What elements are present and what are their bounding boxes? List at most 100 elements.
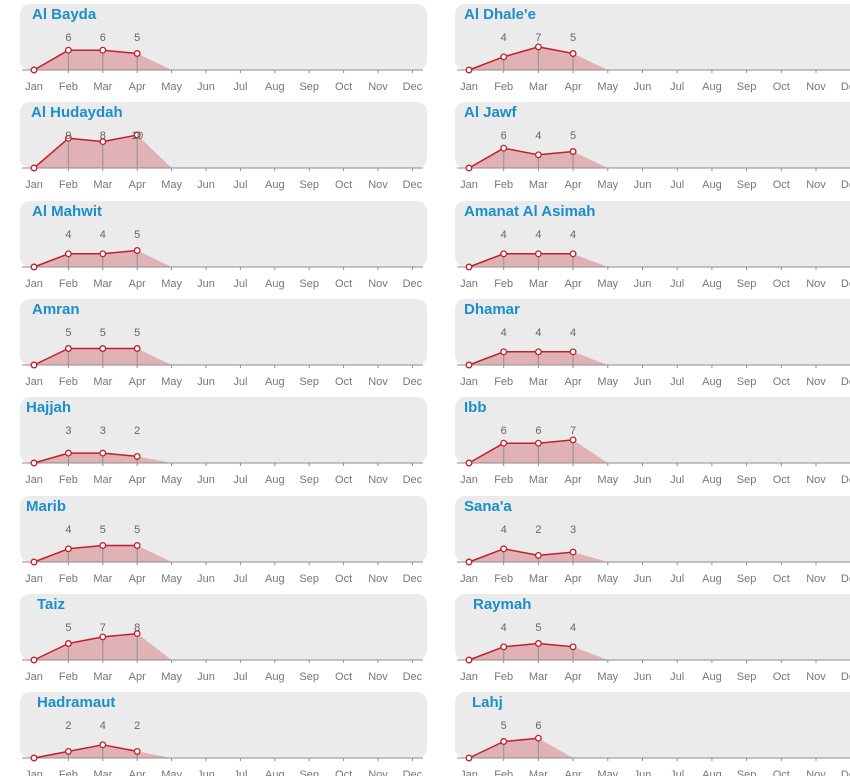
x-tick-label: Jun: [197, 278, 215, 290]
x-tick-label: Jun: [634, 474, 652, 486]
x-tick-label: Oct: [335, 81, 352, 93]
x-tick-label: Aug: [702, 278, 722, 290]
x-tick-label: Jun: [634, 179, 652, 191]
x-tick-label: Nov: [806, 474, 826, 486]
panel-ibb: [455, 397, 850, 463]
x-tick-label: Nov: [806, 81, 826, 93]
x-tick-label: Nov: [368, 81, 388, 93]
x-tick-label: Dec: [841, 179, 850, 191]
x-tick-label: Jun: [197, 769, 215, 776]
x-tick-label: May: [161, 474, 182, 486]
x-tick-label: Apr: [565, 81, 582, 93]
x-tick-label: Apr: [129, 179, 146, 191]
x-tick-label: Nov: [806, 671, 826, 683]
x-tick-label: Jun: [197, 573, 215, 585]
x-tick-label: May: [597, 81, 618, 93]
x-tick-label: Sep: [299, 81, 319, 93]
x-tick-label: Jul: [233, 474, 247, 486]
x-tick-label: Jul: [670, 376, 684, 388]
x-tick-label: Jan: [25, 278, 43, 290]
x-tick-label: Dec: [403, 573, 423, 585]
x-tick-label: Dec: [841, 671, 850, 683]
x-tick-label: May: [597, 179, 618, 191]
x-tick-label: Nov: [368, 278, 388, 290]
x-tick-label: Jun: [197, 474, 215, 486]
x-tick-label: Feb: [494, 769, 513, 776]
x-tick-label: Oct: [773, 671, 790, 683]
x-tick-label: Dec: [841, 81, 850, 93]
panel-title: Al Jawf: [464, 104, 517, 121]
x-tick-label: Mar: [93, 179, 112, 191]
x-tick-label: Feb: [59, 81, 78, 93]
x-tick-label: Mar: [93, 573, 112, 585]
x-tick-label: Aug: [702, 376, 722, 388]
x-tick-label: May: [161, 376, 182, 388]
x-tick-label: Sep: [737, 769, 757, 776]
x-tick-label: Jul: [670, 179, 684, 191]
panel-title: Hadramaut: [37, 694, 116, 711]
x-tick-label: Feb: [494, 573, 513, 585]
x-tick-label: Mar: [93, 81, 112, 93]
x-tick-label: Mar: [93, 376, 112, 388]
x-tick-label: Nov: [806, 278, 826, 290]
x-tick-label: Aug: [265, 179, 285, 191]
panel-title: Marib: [26, 498, 67, 515]
x-tick-label: Apr: [129, 474, 146, 486]
x-tick-label: Feb: [59, 573, 78, 585]
x-tick-label: Jul: [233, 278, 247, 290]
x-tick-label: Jul: [670, 278, 684, 290]
x-tick-label: Mar: [529, 573, 548, 585]
x-tick-label: Feb: [494, 278, 513, 290]
x-tick-label: Sep: [299, 474, 319, 486]
x-tick-label: Jul: [233, 81, 247, 93]
x-tick-label: Mar: [93, 474, 112, 486]
x-tick-label: Jan: [460, 474, 478, 486]
x-tick-label: Jan: [25, 81, 43, 93]
x-tick-label: Sep: [299, 671, 319, 683]
x-tick-label: Nov: [806, 179, 826, 191]
x-tick-label: Jan: [460, 573, 478, 585]
x-tick-label: Aug: [265, 81, 285, 93]
x-tick-label: Oct: [773, 573, 790, 585]
panel-title: Sana'a: [464, 498, 512, 515]
x-tick-label: Oct: [773, 278, 790, 290]
x-tick-label: Dec: [841, 573, 850, 585]
panel-title: Al Dhale'e: [464, 6, 536, 23]
x-tick-label: Apr: [565, 474, 582, 486]
x-tick-label: Jun: [197, 376, 215, 388]
x-tick-label: Apr: [565, 573, 582, 585]
x-tick-label: Oct: [773, 376, 790, 388]
panel-title: Dhamar: [464, 301, 520, 318]
x-tick-label: Aug: [265, 573, 285, 585]
x-tick-label: Sep: [737, 474, 757, 486]
x-tick-label: Dec: [403, 81, 423, 93]
x-tick-label: Jun: [634, 278, 652, 290]
x-tick-label: Oct: [335, 769, 352, 776]
x-tick-label: Dec: [403, 474, 423, 486]
x-tick-label: Sep: [299, 179, 319, 191]
panel-marib: [20, 496, 427, 562]
x-tick-label: Aug: [702, 81, 722, 93]
x-tick-label: Jan: [25, 179, 43, 191]
panel-title: Lahj: [472, 694, 503, 711]
x-tick-label: May: [161, 573, 182, 585]
x-tick-label: Nov: [368, 573, 388, 585]
x-tick-label: Sep: [299, 769, 319, 776]
x-tick-label: Dec: [841, 769, 850, 776]
x-tick-label: Jun: [634, 376, 652, 388]
x-tick-label: Dec: [841, 278, 850, 290]
x-tick-label: Apr: [129, 81, 146, 93]
x-tick-label: Mar: [529, 278, 548, 290]
x-tick-label: Aug: [702, 671, 722, 683]
x-tick-label: Feb: [494, 179, 513, 191]
x-tick-label: Mar: [93, 278, 112, 290]
x-tick-label: Aug: [265, 474, 285, 486]
x-tick-label: Feb: [59, 474, 78, 486]
panel-title: Ibb: [464, 399, 487, 416]
x-tick-label: Jan: [25, 769, 43, 776]
x-tick-label: Sep: [737, 81, 757, 93]
x-tick-label: Sep: [299, 573, 319, 585]
x-tick-label: Nov: [806, 376, 826, 388]
x-tick-label: Nov: [368, 671, 388, 683]
x-tick-label: Oct: [335, 278, 352, 290]
